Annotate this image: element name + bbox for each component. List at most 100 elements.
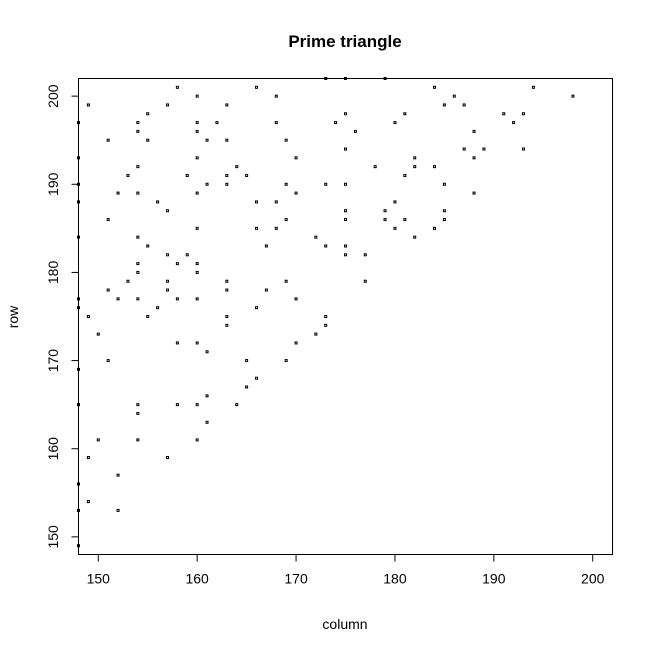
data-point (106, 218, 110, 222)
data-point (324, 77, 328, 80)
data-point (294, 156, 298, 160)
data-point (383, 209, 387, 213)
data-point (284, 279, 288, 283)
data-point (136, 411, 140, 415)
data-point (571, 94, 575, 98)
data-point (274, 200, 278, 204)
data-point (264, 244, 268, 248)
data-point (156, 200, 160, 204)
data-point (353, 129, 357, 133)
data-point (522, 112, 525, 116)
data-point (136, 235, 140, 239)
data-point (146, 244, 150, 248)
data-point (255, 376, 258, 380)
data-point (324, 323, 328, 327)
data-point (413, 165, 417, 169)
data-point (126, 173, 130, 177)
data-point (393, 200, 397, 204)
data-point (403, 112, 407, 116)
data-point (77, 297, 80, 301)
data-point (452, 94, 456, 98)
data-point (462, 147, 466, 151)
data-point (433, 85, 436, 89)
data-point (96, 332, 100, 336)
data-point (77, 200, 80, 204)
data-point (344, 182, 347, 186)
data-point (166, 209, 169, 213)
data-point (235, 165, 239, 169)
data-points (77, 77, 575, 548)
data-point (393, 226, 397, 230)
data-point (512, 121, 516, 125)
data-point (433, 226, 436, 230)
data-point (225, 138, 229, 142)
data-point (195, 191, 199, 195)
data-point (195, 297, 199, 301)
data-point (284, 359, 288, 363)
data-point (136, 129, 140, 133)
data-point (225, 182, 229, 186)
data-point (77, 306, 80, 310)
data-point (86, 500, 90, 504)
data-point (86, 103, 90, 107)
data-point (413, 235, 417, 239)
data-point (403, 173, 407, 177)
data-point (255, 306, 258, 310)
y-tick-label: 170 (45, 349, 61, 373)
data-point (462, 103, 466, 107)
data-point (205, 138, 209, 142)
data-point (413, 156, 417, 160)
data-point (175, 297, 179, 301)
data-point (314, 332, 318, 336)
data-point (77, 182, 80, 186)
data-point (205, 182, 209, 186)
y-tick-label: 200 (45, 84, 61, 108)
data-point (245, 173, 249, 177)
data-point (146, 112, 150, 116)
data-point (166, 103, 169, 107)
data-point (274, 226, 278, 230)
data-point (136, 403, 140, 407)
data-point (225, 288, 229, 292)
data-point (195, 341, 199, 345)
data-point (344, 244, 347, 248)
data-point (225, 279, 229, 283)
data-point (284, 138, 288, 142)
data-point (166, 279, 169, 283)
data-point (274, 94, 278, 98)
data-point (433, 165, 436, 169)
data-point (294, 191, 298, 195)
data-point (255, 226, 258, 230)
data-point (383, 218, 387, 222)
data-point (146, 315, 150, 318)
data-point (225, 315, 229, 318)
data-point (225, 173, 229, 177)
data-point (363, 253, 367, 257)
data-point (264, 288, 268, 292)
data-point (383, 77, 387, 80)
data-point (77, 367, 80, 371)
plot-frame (78, 78, 613, 555)
data-point (175, 262, 179, 266)
data-point (205, 394, 209, 398)
data-point (472, 129, 476, 133)
y-tick-label: 150 (45, 525, 61, 549)
x-tick-label: 180 (383, 571, 407, 587)
data-point (255, 85, 258, 89)
x-tick-label: 160 (185, 571, 209, 587)
data-point (136, 191, 140, 195)
data-point (472, 156, 476, 160)
data-point (235, 403, 239, 407)
data-point (522, 147, 525, 151)
data-point (195, 94, 199, 98)
data-point (324, 315, 328, 318)
data-point (106, 359, 110, 363)
data-point (472, 191, 476, 195)
data-point (106, 138, 110, 142)
data-point (531, 85, 535, 89)
data-point (442, 103, 446, 107)
data-point (185, 173, 189, 177)
data-point (195, 226, 199, 230)
data-point (166, 456, 169, 460)
data-point (77, 482, 80, 486)
